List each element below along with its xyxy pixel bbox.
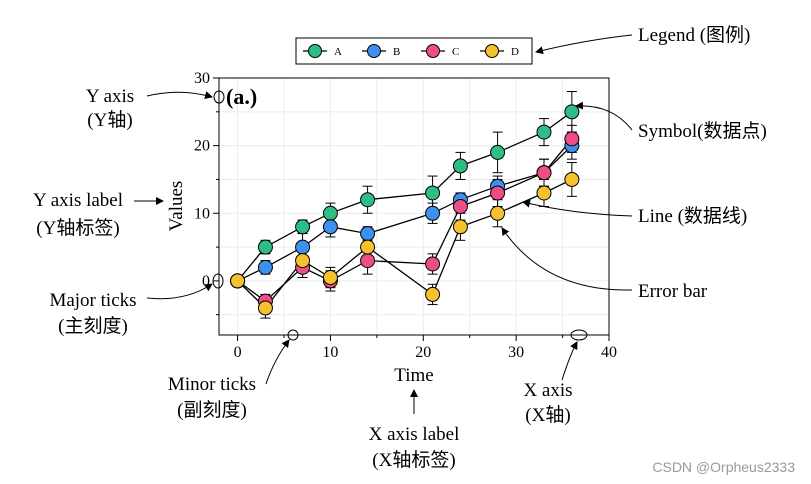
data-point-c [360, 253, 376, 269]
series-points [230, 104, 580, 316]
series-line-a [237, 111, 573, 282]
line-annotation: Line (数据线) [638, 205, 747, 227]
legend-arrow [535, 34, 633, 55]
data-point-d [564, 171, 580, 187]
y-axis-title: Values [166, 181, 187, 232]
data-point-a [295, 219, 311, 235]
data-point-c [564, 131, 580, 147]
x-axis-label-annotation-line1: X axis label [369, 424, 460, 445]
major-ticks-annotation-line2: (主刻度) [58, 315, 128, 337]
y-axis-arrow [146, 91, 213, 99]
minor-ticks-arrow [265, 339, 290, 385]
data-point-d [257, 300, 273, 316]
x-tick-label: 20 [415, 344, 431, 361]
data-point-a [490, 144, 506, 160]
y-tick-label: 0 [202, 273, 210, 290]
data-point-c [452, 199, 468, 214]
minor-ticks-annotation-line1: Minor ticks [168, 374, 256, 395]
x-axis-annotation-line2: (X轴) [525, 404, 570, 426]
y-axis-marker [213, 90, 225, 104]
x-axis-annotation-line1: X axis [523, 380, 572, 401]
legend-label-b: B [393, 46, 400, 58]
data-point-a [425, 185, 441, 201]
plot-frame [218, 77, 610, 336]
minor-ticks-annotation-line2: (副刻度) [177, 399, 247, 421]
y-tick-label: 10 [194, 205, 210, 222]
axis-ticks [213, 77, 610, 341]
data-series [230, 91, 580, 319]
y-tick-label: 30 [194, 70, 210, 87]
data-point-b [295, 239, 311, 255]
data-point-d [230, 273, 246, 289]
axis-tick-labels: 0 10 20 30 40 0 10 20 30 [194, 70, 617, 361]
x-axis-label-annotation-line2: (X轴标签) [372, 449, 455, 471]
line-arrow [522, 199, 633, 217]
major-ticks-arrow [146, 283, 213, 300]
x-tick-label: 10 [322, 344, 338, 361]
data-point-c [536, 165, 552, 181]
y-axis-label-annotation-line2: (Y轴标签) [36, 217, 119, 239]
data-point-d [452, 219, 468, 235]
legend-marker-c [426, 44, 440, 58]
symbol-annotation: Symbol(数据点) [638, 120, 767, 142]
grid [219, 77, 610, 335]
data-point-a [536, 124, 552, 140]
major-ticks-annotation-line1: Major ticks [49, 290, 136, 311]
legend-marker-a [308, 44, 322, 58]
data-point-d [536, 185, 552, 201]
data-point-d [322, 270, 338, 286]
panel-label: (a.) [226, 84, 257, 109]
x-axis-arrow [561, 341, 578, 381]
y-axis-annotation-line2: (Y轴) [87, 109, 132, 131]
data-point-d [360, 239, 376, 255]
series-line-b [237, 145, 573, 282]
series-line-c [237, 138, 573, 303]
legend: A B C D [295, 37, 533, 65]
data-point-c [490, 185, 506, 201]
legend-box [295, 37, 533, 65]
y-axis-label-annotation-line1: Y axis label [33, 190, 123, 211]
annotation-arrows [134, 34, 633, 414]
series-line-d [237, 178, 573, 309]
legend-marker-b [367, 44, 381, 58]
symbol-arrow [575, 101, 633, 131]
legend-marker-d [485, 44, 499, 58]
minor-tick-marker [287, 329, 299, 341]
data-point-b [257, 259, 273, 275]
major-tick-marker [212, 273, 224, 289]
y-axis-annotation-line1: Y axis [86, 86, 134, 107]
data-point-d [490, 205, 506, 221]
data-point-a [564, 104, 580, 120]
data-point-a [257, 239, 273, 255]
legend-label-a: A [334, 46, 342, 58]
x-tick-label: 0 [234, 344, 242, 361]
data-point-b [425, 205, 441, 221]
series-lines [237, 111, 573, 309]
data-point-a [360, 192, 376, 208]
legend-annotation: Legend (图例) [638, 24, 750, 46]
data-point-d [425, 286, 441, 302]
data-point-a [322, 205, 338, 221]
x-axis-marker [570, 329, 588, 341]
error-bar-arrow [501, 227, 633, 291]
data-point-c [425, 256, 441, 272]
x-axis-title: Time [394, 365, 433, 386]
x-tick-label: 30 [508, 344, 524, 361]
legend-label-d: D [511, 46, 519, 58]
data-point-b [360, 226, 376, 242]
data-point-b [322, 219, 338, 235]
x-tick-label: 40 [601, 344, 617, 361]
data-point-a [452, 158, 468, 174]
y-tick-label: 20 [194, 138, 210, 155]
legend-label-c: C [452, 46, 459, 58]
watermark: CSDN @Orpheus2333 [652, 459, 795, 475]
error-bar-annotation: Error bar [638, 281, 708, 302]
data-point-d [295, 253, 311, 269]
